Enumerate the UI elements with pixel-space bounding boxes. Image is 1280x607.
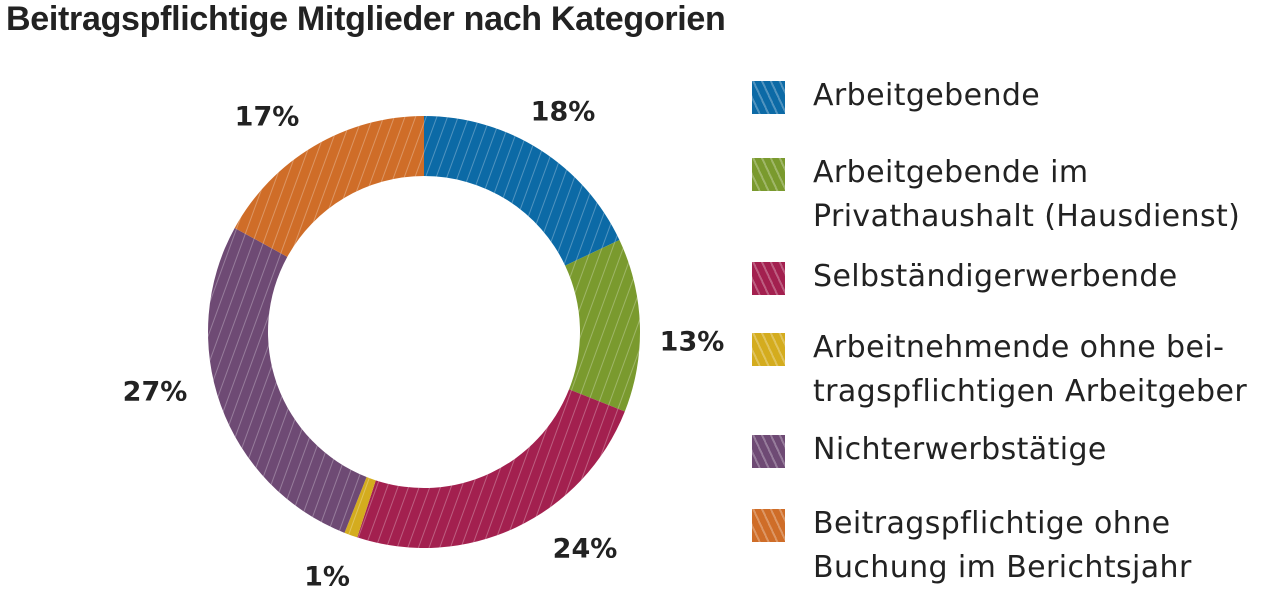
donut-slice-3	[357, 389, 625, 549]
legend-swatch	[752, 81, 785, 114]
legend-item: Beitragspflichtige ohne Buchung im Beric…	[752, 502, 1192, 590]
chart-title: Beitragspflichtige Mitglieder nach Kateg…	[6, 0, 726, 38]
donut-slice-hatch	[565, 240, 640, 412]
slice-value-label: 13%	[660, 327, 725, 358]
legend-swatch	[752, 333, 785, 366]
legend-label: Selbständigerwerbende	[813, 259, 1178, 294]
slice-value-label: 1%	[304, 562, 350, 593]
donut-slice-5	[207, 227, 367, 533]
slice-value-label: 27%	[123, 377, 188, 408]
legend-label: Nichterwerbstätige	[813, 432, 1107, 467]
legend-swatch	[752, 435, 785, 468]
legend-swatch	[752, 262, 785, 295]
legend-item: Arbeitnehmende ohne bei- tragspflichtige…	[752, 326, 1247, 414]
legend-item: Nichterwerbstätige	[752, 428, 1107, 472]
donut-slice-1	[424, 116, 620, 266]
slice-value-label: 18%	[531, 97, 596, 128]
legend-item: Selbständigerwerbende	[752, 255, 1178, 299]
donut-slice-6	[234, 115, 424, 257]
legend-item: Arbeitgebende	[752, 74, 1040, 118]
legend-label: Arbeitnehmende ohne bei- tragspflichtige…	[813, 330, 1248, 409]
slice-labels: 18% 13% 24% 1% 27% 17%	[123, 97, 725, 593]
donut-slice-hatch	[344, 477, 376, 538]
donut-slice-hatch	[234, 115, 424, 257]
legend-item: Arbeitgebende im Privathaushalt (Hausdie…	[752, 151, 1240, 239]
donut-slice-4	[344, 477, 376, 538]
legend-swatch	[752, 158, 785, 191]
donut-slice-hatch	[424, 116, 620, 266]
slice-value-label: 17%	[235, 102, 300, 133]
legend-label: Arbeitgebende	[813, 78, 1041, 113]
legend-label: Arbeitgebende im Privathaushalt (Hausdie…	[813, 155, 1241, 234]
donut-slice-hatch	[207, 227, 367, 533]
donut-slice-hatch	[357, 389, 625, 549]
donut-slice-2	[565, 240, 640, 412]
slice-value-label: 24%	[553, 534, 618, 565]
donut-slices	[207, 115, 640, 549]
legend-label: Beitragspflichtige ohne Buchung im Beric…	[813, 506, 1192, 585]
legend-swatch	[752, 509, 785, 542]
